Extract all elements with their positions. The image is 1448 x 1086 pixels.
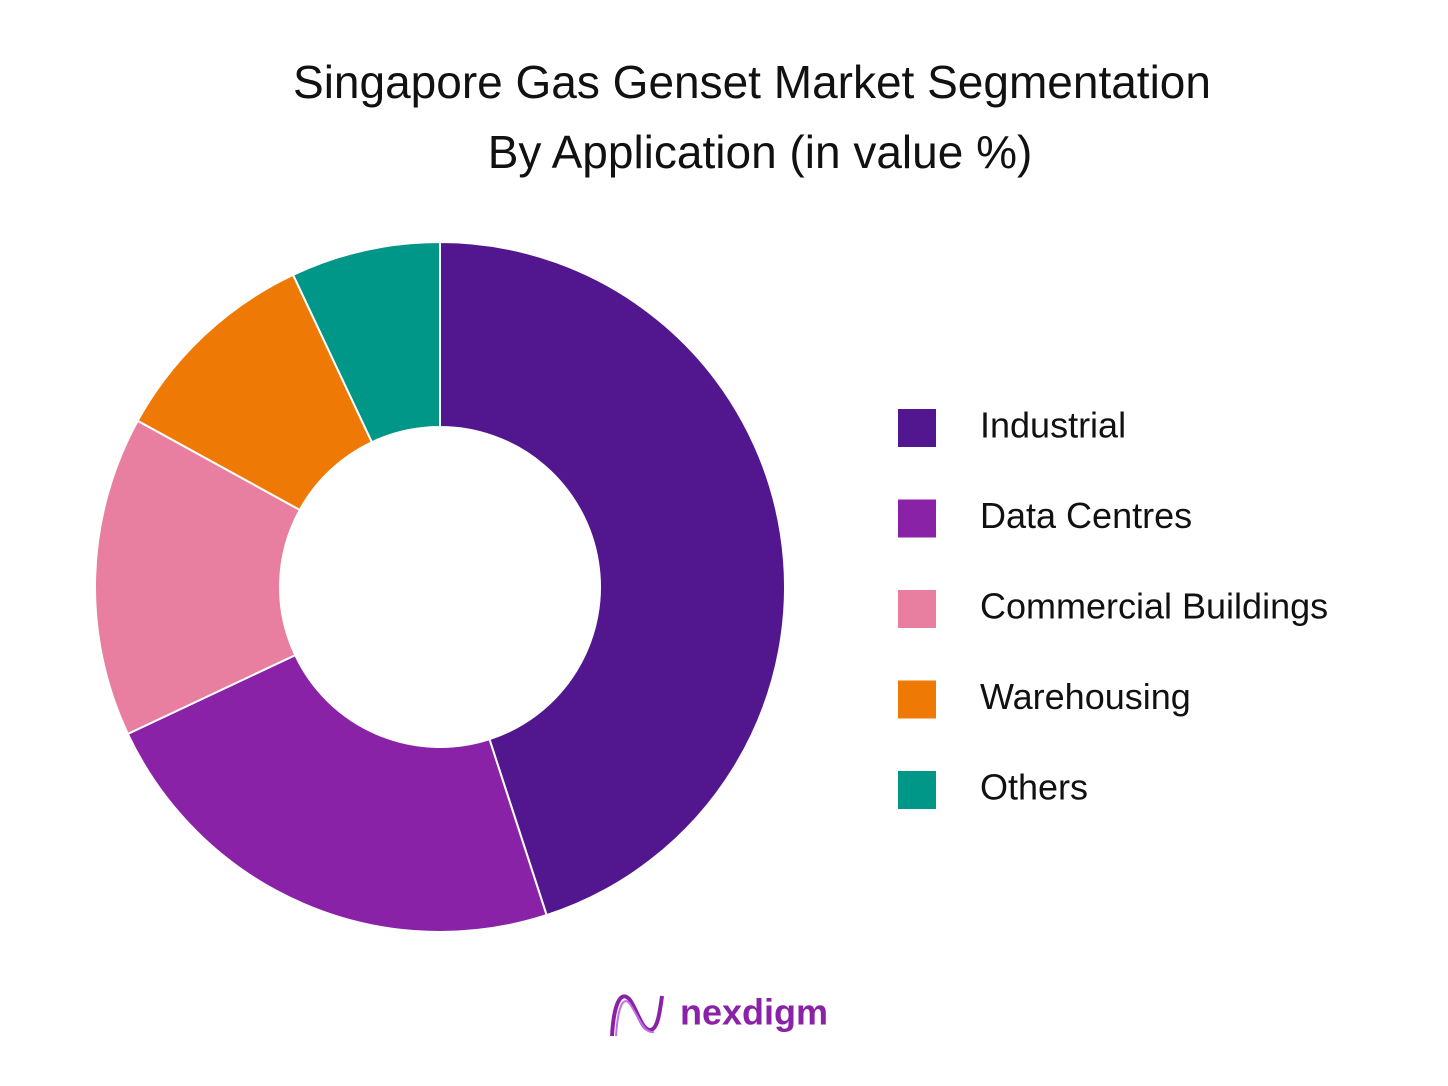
legend-swatch	[898, 590, 936, 628]
legend-label: Others	[980, 767, 1088, 808]
legend-label: Commercial Buildings	[980, 586, 1328, 627]
chart-title: By Application (in value %)	[488, 126, 1033, 178]
legend-label: Data Centres	[980, 495, 1192, 536]
logo-icon	[615, 1000, 655, 1037]
slice	[291, 240, 441, 444]
legend-swatch	[898, 409, 936, 447]
legend-label: Warehousing	[980, 676, 1191, 717]
chart-title: Singapore Gas Genset Market Segmentation	[293, 56, 1211, 108]
legend-swatch	[898, 680, 936, 719]
slice	[94, 419, 302, 736]
legend-swatch	[898, 771, 936, 809]
brand-name: nexdigm	[680, 992, 828, 1033]
legend-swatch	[898, 499, 936, 538]
slice	[126, 653, 548, 933]
slice	[136, 273, 374, 512]
legend-label: Industrial	[980, 405, 1126, 446]
slice	[439, 240, 786, 917]
brand-logo: nexdigm	[610, 992, 828, 1037]
